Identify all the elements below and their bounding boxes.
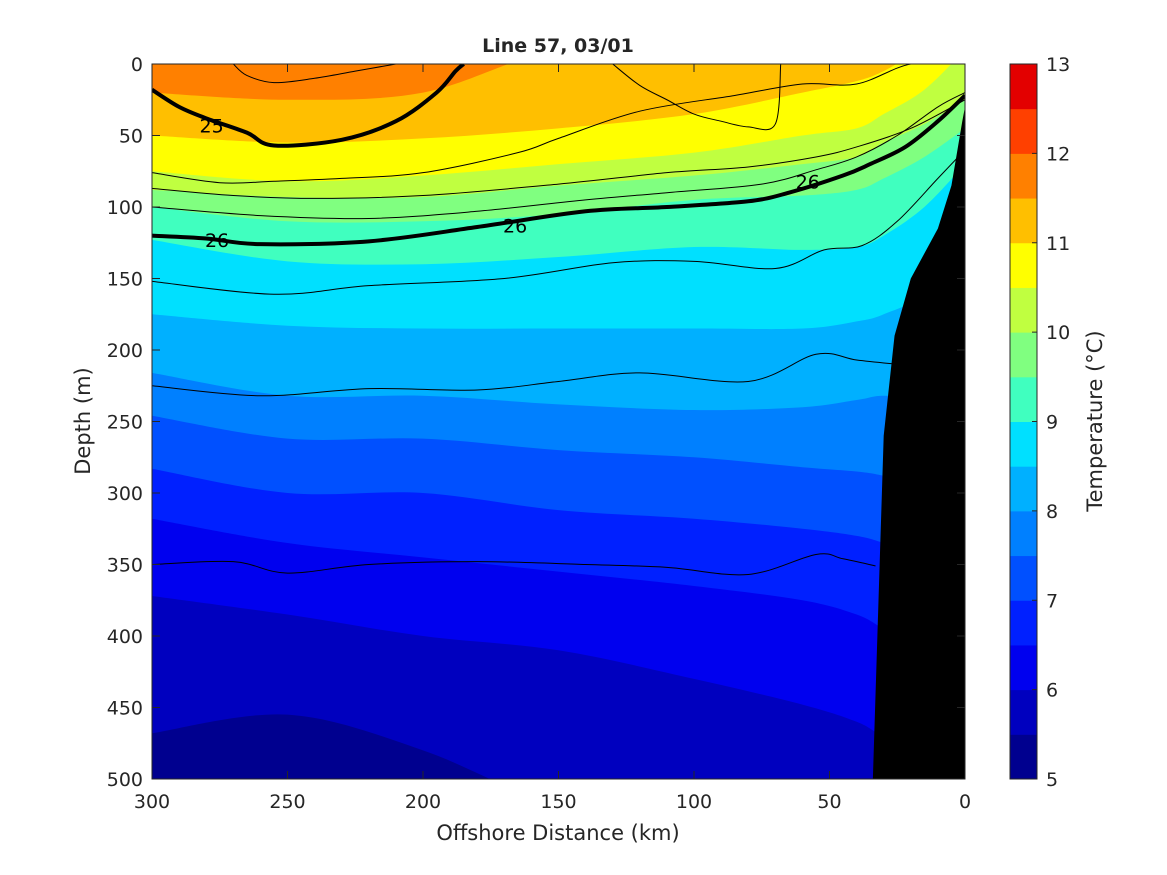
plot-area: 25 26 26 26 <box>151 63 966 780</box>
contour-label: 25 <box>200 115 224 137</box>
density-contour-26 <box>152 94 965 247</box>
y-tick-label: 0 <box>131 54 143 76</box>
x-tick-label: 300 <box>134 791 170 813</box>
y-tick-label: 300 <box>107 483 143 505</box>
y-tick-label: 400 <box>107 626 143 648</box>
colorbar-tick-label: 12 <box>1046 143 1070 165</box>
y-tick-label: 50 <box>119 126 143 148</box>
x-tick-label: 200 <box>405 791 441 813</box>
density-contour-thin <box>152 92 965 220</box>
x-tick-label: 0 <box>959 791 971 813</box>
colorbar-swatch <box>1010 153 1037 199</box>
colorbar-swatch <box>1010 242 1037 288</box>
colorbar-label: Temperature (°C) <box>1083 330 1107 512</box>
colorbar-tick-label: 10 <box>1046 322 1070 344</box>
x-tick-label: 50 <box>817 791 841 813</box>
density-contour-thin <box>152 64 965 184</box>
x-tick-label: 250 <box>269 791 305 813</box>
colorbar-swatch <box>1010 332 1037 378</box>
temperature-band-11.5 <box>152 64 509 100</box>
x-tick-label: 150 <box>540 791 576 813</box>
colorbar-swatch <box>1010 644 1037 691</box>
y-tick-label: 350 <box>107 555 143 577</box>
density-contour-thin <box>612 64 782 131</box>
y-axis: 0 50 100 150 200 250 300 350 400 450 500 <box>107 54 965 791</box>
colorbar-tick-label: 9 <box>1046 412 1058 434</box>
colorbar-swatch <box>1010 689 1037 735</box>
colorbar-swatch <box>1010 600 1037 646</box>
chart-title: Line 57, 03/01 <box>482 35 634 57</box>
y-axis-label: Depth (m) <box>71 367 95 474</box>
density-contour-thin <box>152 553 876 576</box>
colorbar-swatch <box>1010 198 1037 244</box>
contour-label-layer: 25 26 26 26 <box>200 115 820 251</box>
colorbar-tick-label: 8 <box>1046 501 1058 523</box>
density-contour-thin <box>152 149 965 295</box>
x-tick-label: 100 <box>676 791 712 813</box>
bottom-topography-shape <box>872 106 965 779</box>
bottom-topography <box>872 106 965 779</box>
density-contour-thin <box>232 64 396 84</box>
colorbar-swatch <box>1010 421 1037 467</box>
y-tick-label: 450 <box>107 698 143 720</box>
colorbar-swatch <box>1010 555 1037 601</box>
colorbar-swatch <box>1010 64 1037 110</box>
y-tick-label: 150 <box>107 269 143 291</box>
colorbar-swatch <box>1010 466 1037 512</box>
density-contour-thin <box>152 99 965 199</box>
contour-label: 26 <box>796 171 820 193</box>
colorbar-tick-label: 7 <box>1046 590 1058 612</box>
y-tick-label: 100 <box>107 197 143 219</box>
density-contour-thin <box>152 352 898 397</box>
colorbar-swatch <box>1010 287 1037 333</box>
contour-label: 26 <box>205 230 229 252</box>
colorbar-tick-label: 5 <box>1046 769 1058 791</box>
colorbar-swatch <box>1010 734 1037 780</box>
colorbar-tick-label: 11 <box>1046 233 1070 255</box>
density-contour-25 <box>152 64 465 148</box>
temperature-fill <box>152 64 965 779</box>
colorbar-swatch <box>1010 376 1037 422</box>
y-tick-label: 250 <box>107 412 143 434</box>
density-contours <box>152 64 965 576</box>
x-axis: 300 250 200 150 100 50 0 <box>134 64 971 813</box>
colorbar: 5 6 7 8 9 10 11 12 13 <box>1009 54 1070 791</box>
y-tick-label: 500 <box>107 769 143 791</box>
contour-label: 26 <box>503 216 527 238</box>
colorbar-tick-label: 13 <box>1046 54 1070 76</box>
y-tick-label: 200 <box>107 340 143 362</box>
colorbar-swatch <box>1010 510 1037 557</box>
colorbar-swatch <box>1010 108 1037 154</box>
colorbar-tick-label: 6 <box>1046 680 1058 702</box>
x-axis-label: Offshore Distance (km) <box>436 821 679 845</box>
